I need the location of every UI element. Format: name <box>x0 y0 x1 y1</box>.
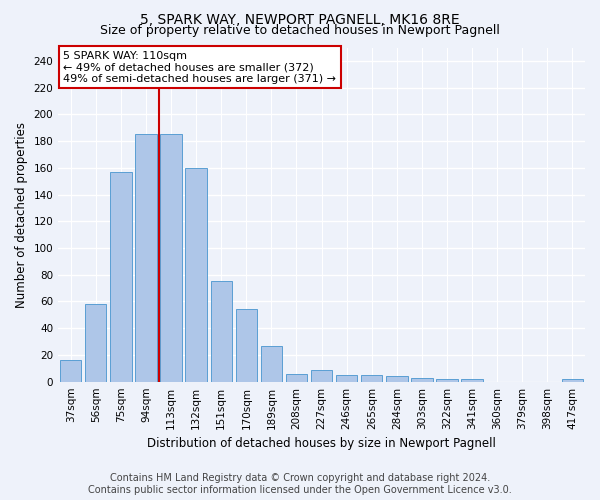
Bar <box>386 376 407 382</box>
Bar <box>286 374 307 382</box>
Text: 5, SPARK WAY, NEWPORT PAGNELL, MK16 8RE: 5, SPARK WAY, NEWPORT PAGNELL, MK16 8RE <box>140 12 460 26</box>
Bar <box>411 378 433 382</box>
Bar <box>261 346 282 382</box>
Bar <box>136 134 157 382</box>
Bar <box>361 375 382 382</box>
Bar <box>311 370 332 382</box>
Text: Contains HM Land Registry data © Crown copyright and database right 2024.
Contai: Contains HM Land Registry data © Crown c… <box>88 474 512 495</box>
Bar <box>110 172 131 382</box>
Bar <box>60 360 82 382</box>
Bar <box>85 304 106 382</box>
Text: Size of property relative to detached houses in Newport Pagnell: Size of property relative to detached ho… <box>100 24 500 37</box>
Bar <box>336 375 358 382</box>
X-axis label: Distribution of detached houses by size in Newport Pagnell: Distribution of detached houses by size … <box>147 437 496 450</box>
Bar <box>461 379 483 382</box>
Bar <box>236 310 257 382</box>
Bar <box>211 282 232 382</box>
Bar <box>160 134 182 382</box>
Bar <box>185 168 207 382</box>
Text: 5 SPARK WAY: 110sqm
← 49% of detached houses are smaller (372)
49% of semi-detac: 5 SPARK WAY: 110sqm ← 49% of detached ho… <box>64 51 337 84</box>
Bar <box>436 379 458 382</box>
Bar <box>562 379 583 382</box>
Y-axis label: Number of detached properties: Number of detached properties <box>15 122 28 308</box>
